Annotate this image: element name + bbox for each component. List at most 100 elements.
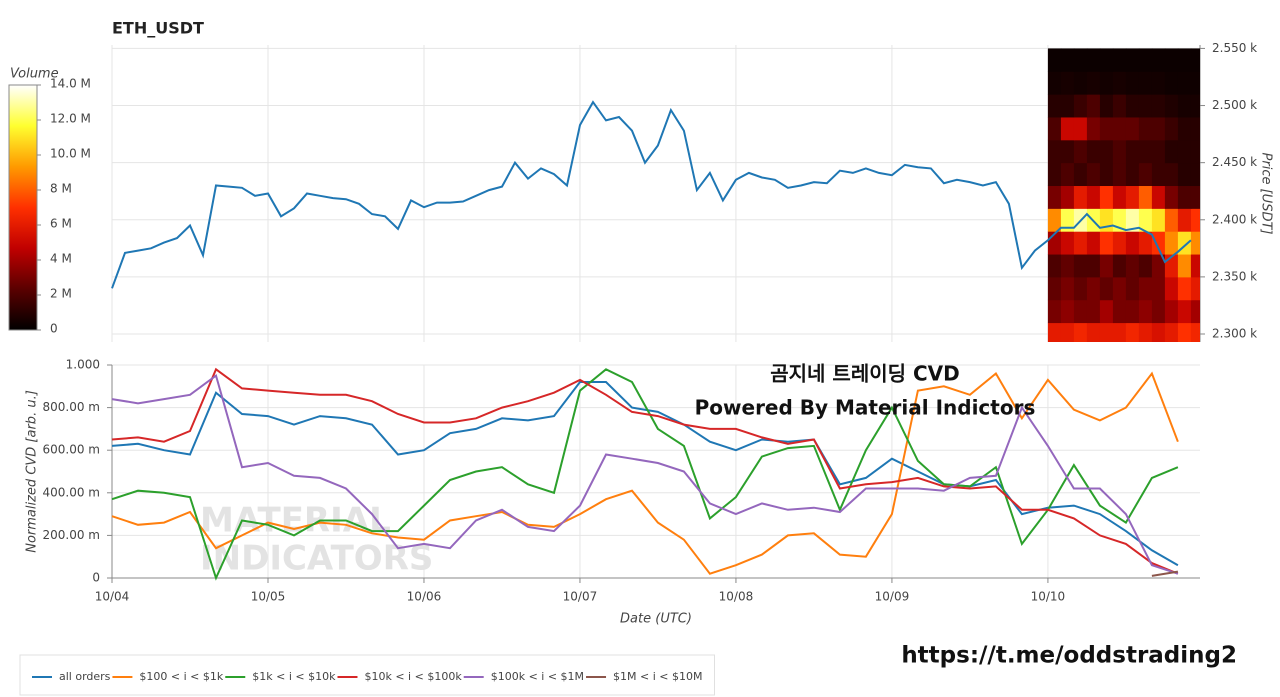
colorbar bbox=[8, 84, 38, 331]
heatmap-cell bbox=[1086, 322, 1101, 342]
heatmap-cell bbox=[1047, 116, 1062, 141]
heatmap-cell bbox=[1138, 322, 1153, 342]
heatmap-cell bbox=[1047, 254, 1062, 278]
heatmap-cell bbox=[1138, 139, 1153, 164]
chart-title: ETH_USDT bbox=[112, 19, 204, 38]
heatmap-cell bbox=[1125, 116, 1140, 141]
heatmap-cell bbox=[1099, 254, 1114, 278]
heatmap-cell bbox=[1060, 48, 1075, 72]
heatmap-cell bbox=[1047, 94, 1062, 118]
heatmap-cell bbox=[1099, 231, 1114, 255]
heatmap-cell bbox=[1099, 94, 1114, 118]
y-tick-label: 600.00 m bbox=[43, 443, 101, 457]
heatmap-cell bbox=[1138, 162, 1153, 187]
heatmap-cell bbox=[1073, 276, 1088, 301]
heatmap-cell bbox=[1164, 116, 1179, 141]
colorbar-tick-label: 6 M bbox=[50, 217, 72, 231]
legend-label: all orders bbox=[59, 670, 111, 683]
heatmap-cell bbox=[1060, 139, 1075, 164]
colorbar-tick-label: 8 M bbox=[50, 182, 72, 196]
heatmap-cell bbox=[1151, 116, 1166, 141]
heatmap-cell bbox=[1190, 116, 1200, 141]
series-line bbox=[111, 368, 1179, 581]
heatmap-cell bbox=[1177, 299, 1192, 324]
heatmap-cell bbox=[1164, 322, 1179, 342]
heatmap-cell bbox=[1060, 254, 1075, 278]
heatmap-cell bbox=[1177, 208, 1192, 232]
heatmap-cell bbox=[1151, 322, 1166, 342]
heatmap-cell bbox=[1047, 322, 1062, 342]
heatmap-cell bbox=[1125, 322, 1140, 342]
x-tick-label: 10/07 bbox=[563, 590, 598, 604]
heatmap-cell bbox=[1125, 162, 1140, 187]
heatmap-cell bbox=[1138, 299, 1153, 324]
heatmap-cell bbox=[1099, 139, 1114, 164]
heatmap-cell bbox=[1073, 139, 1088, 164]
y-tick-label: 2.400 k bbox=[1212, 212, 1257, 226]
heatmap-cell bbox=[1177, 322, 1192, 342]
heatmap-cell bbox=[1190, 139, 1200, 164]
heatmap-cell bbox=[1190, 254, 1200, 278]
y-axis-label: Price [USDT] bbox=[1259, 153, 1274, 235]
heatmap-cell bbox=[1060, 231, 1075, 255]
y-tick-label: 2.500 k bbox=[1212, 98, 1257, 112]
heatmap-cell bbox=[1177, 276, 1192, 301]
heatmap-cell bbox=[1164, 208, 1179, 232]
heatmap-cell bbox=[1177, 71, 1192, 95]
series-line bbox=[111, 373, 1179, 575]
heatmap-cell bbox=[1060, 299, 1075, 324]
heatmap-cell bbox=[1138, 254, 1153, 278]
heatmap-cell bbox=[1125, 94, 1140, 118]
heatmap-cell bbox=[1151, 162, 1166, 187]
heatmap-cell bbox=[1138, 276, 1153, 301]
heatmap-cell bbox=[1112, 276, 1127, 301]
heatmap-cell bbox=[1060, 208, 1075, 232]
x-tick-label: 10/04 bbox=[95, 590, 130, 604]
heatmap-cell bbox=[1177, 94, 1192, 118]
heatmap-cell bbox=[1086, 185, 1101, 209]
heatmap-cell bbox=[1086, 116, 1101, 141]
heatmap-cell bbox=[1125, 208, 1140, 232]
x-tick-label: 10/06 bbox=[407, 590, 442, 604]
heatmap-cell bbox=[1112, 322, 1127, 342]
heatmap-cell bbox=[1125, 139, 1140, 164]
heatmap-cell bbox=[1151, 208, 1166, 232]
colorbar-title: Volume bbox=[10, 67, 59, 82]
heatmap-cell bbox=[1086, 139, 1101, 164]
heatmap-cell bbox=[1177, 139, 1192, 164]
heatmap-cell bbox=[1164, 94, 1179, 118]
heatmap-cell bbox=[1086, 276, 1101, 301]
series-line bbox=[1151, 570, 1179, 577]
series-line bbox=[111, 100, 1192, 289]
footer-link[interactable]: https://t.me/oddstrading2 bbox=[901, 643, 1237, 669]
heatmap-cell bbox=[1125, 254, 1140, 278]
legend-label: $1M < i < $10M bbox=[613, 670, 702, 683]
heatmap-cell bbox=[1164, 162, 1179, 187]
heatmap-cell bbox=[1073, 48, 1088, 72]
heatmap-cell bbox=[1125, 299, 1140, 324]
heatmap-cell bbox=[1060, 162, 1075, 187]
x-tick-label: 10/09 bbox=[875, 590, 910, 604]
heatmap-cell bbox=[1177, 162, 1192, 187]
heatmap-cell bbox=[1125, 48, 1140, 72]
heatmap-cell bbox=[1112, 116, 1127, 141]
y-tick-label: 200.00 m bbox=[43, 528, 101, 542]
heatmap-cell bbox=[1177, 254, 1192, 278]
heatmap-cell bbox=[1047, 162, 1062, 187]
heatmap bbox=[1047, 48, 1200, 342]
heatmap-cell bbox=[1060, 116, 1075, 141]
heatmap-cell bbox=[1112, 231, 1127, 255]
heatmap-cell bbox=[1138, 48, 1153, 72]
heatmap-cell bbox=[1099, 162, 1114, 187]
x-tick-label: 10/05 bbox=[251, 590, 286, 604]
heatmap-cell bbox=[1177, 48, 1192, 72]
y-tick-label: 800.00 m bbox=[43, 400, 101, 414]
heatmap-cell bbox=[1112, 48, 1127, 72]
legend-label: $100k < i < $1M bbox=[491, 670, 584, 683]
heatmap-cell bbox=[1073, 254, 1088, 278]
heatmap-cell bbox=[1151, 276, 1166, 301]
heatmap-cell bbox=[1099, 116, 1114, 141]
heatmap-cell bbox=[1190, 185, 1200, 209]
heatmap-cell bbox=[1073, 162, 1088, 187]
heatmap-cell bbox=[1164, 185, 1179, 209]
